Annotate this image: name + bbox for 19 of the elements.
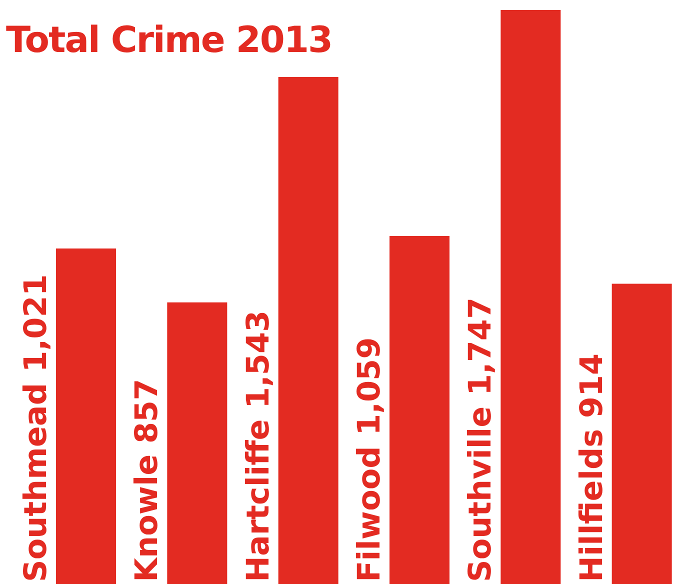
bar — [500, 10, 561, 584]
bar — [167, 302, 228, 584]
chart-title: Total Crime 2013 — [6, 20, 332, 61]
x-tick-label: Southville — [462, 406, 499, 582]
bar — [390, 236, 450, 584]
bar — [56, 248, 116, 584]
data-label: 1,021 — [18, 274, 54, 372]
x-tick-label: Knowle — [129, 454, 166, 582]
data-label: 1,059 — [352, 337, 388, 436]
x-tick-label: Filwood — [352, 446, 388, 582]
bar — [612, 284, 672, 584]
data-label: 857 — [129, 378, 166, 444]
x-tick-label: Southmead — [18, 382, 54, 582]
data-label: 1,747 — [462, 297, 499, 396]
x-tick-label: Hartcliffe — [240, 419, 276, 582]
x-tick-label: Hillfields — [574, 428, 610, 582]
data-label: 914 — [574, 353, 610, 418]
data-label: 1,543 — [240, 310, 276, 408]
bar — [278, 77, 338, 584]
